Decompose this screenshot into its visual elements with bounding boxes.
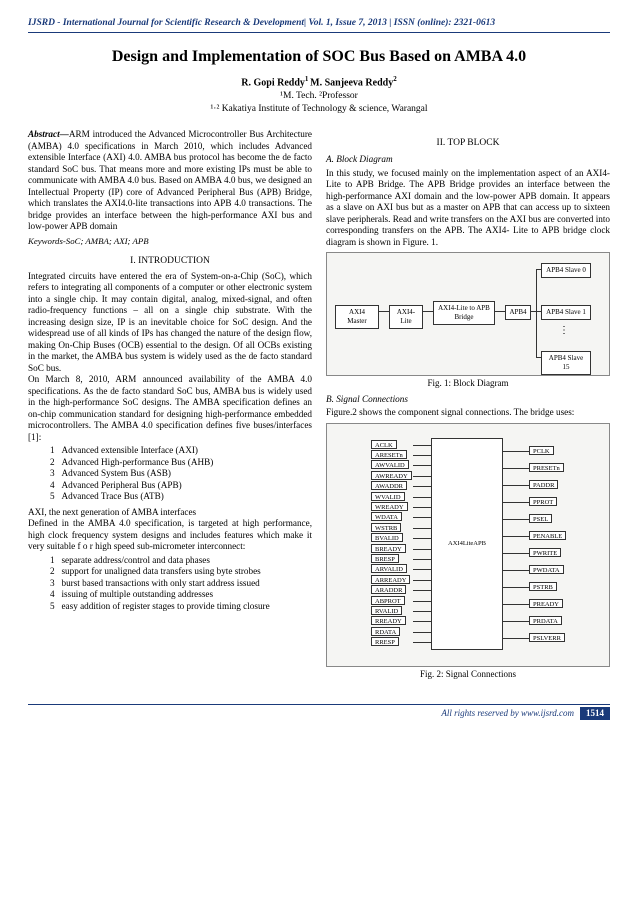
signal-label: PWDATA [529, 565, 564, 574]
fig1-slave1-box: APB4 Slave 1 [541, 305, 591, 320]
signal-label: PADDR [529, 480, 558, 489]
signal-label: PSTRB [529, 582, 557, 591]
figure-1-caption: Fig. 1: Block Diagram [326, 378, 610, 389]
journal-header: IJSRD - International Journal for Scient… [28, 18, 610, 33]
page-number: 1514 [580, 707, 610, 720]
author-1: R. Gopi Reddy [241, 77, 305, 88]
abstract-text: ARM introduced the Advanced Microcontrol… [28, 129, 312, 231]
page-footer: All rights reserved by www.ijsrd.com 151… [28, 704, 610, 720]
p2a: In this study, we focused mainly on the … [326, 168, 610, 249]
signal-label: PPROT [529, 497, 557, 506]
signal-label: RREADY [371, 616, 406, 625]
list-item: 2 support for unaligned data transfers u… [50, 566, 312, 578]
fig1-slave15-box: APB4 Slave 15 [541, 351, 591, 375]
signal-label: AWVALID [371, 460, 409, 469]
signal-label: PRDATA [529, 616, 562, 625]
abstract: Abstract—ARM introduced the Advanced Mic… [28, 129, 312, 233]
list-item: 1 Advanced extensible Interface (AXI) [50, 445, 312, 457]
figure-1: AXI4 Master AXI4-Lite AXI4-Lite to APB B… [326, 252, 610, 376]
signal-label: AWADDR [371, 481, 407, 490]
signal-label: PENABLE [529, 531, 566, 540]
signal-label: WDATA [371, 512, 402, 521]
affiliation-roles: ¹M. Tech. ²Professor [28, 91, 610, 103]
section-1-heading: I. INTRODUCTION [28, 256, 312, 268]
signal-label: RRESP [371, 637, 399, 646]
fig1-axi4lite-box: AXI4-Lite [389, 305, 423, 329]
bus-list: 1 Advanced extensible Interface (AXI) 2 … [50, 445, 312, 503]
signal-label: BRESP [371, 554, 399, 563]
signal-label: RVALID [371, 606, 402, 615]
figure-2-caption: Fig. 2: Signal Connections [326, 669, 610, 680]
authors: R. Gopi Reddy1 M. Sanjeeva Reddy2 [28, 75, 610, 90]
list-item: 5 Advanced Trace Bus (ATB) [50, 491, 312, 503]
affiliation-institute: ¹·² Kakatiya Institute of Technology & s… [28, 104, 610, 116]
ellipsis-icon: ⋮ [559, 325, 569, 338]
signal-label: WREADY [371, 502, 408, 511]
signal-label: PSEL [529, 514, 552, 523]
fig1-apb4-box: APB4 [505, 305, 531, 320]
right-column: II. TOP BLOCK A. Block Diagram In this s… [326, 129, 610, 683]
left-column: Abstract—ARM introduced the Advanced Mic… [28, 129, 312, 683]
fig1-bridge-box: AXI4-Lite to APB Bridge [433, 301, 495, 325]
fig1-slave0-box: APB4 Slave 0 [541, 263, 591, 278]
signal-label: BREADY [371, 544, 406, 553]
feature-list: 1 separate address/control and data phas… [50, 555, 312, 613]
abstract-label: Abstract— [28, 129, 69, 139]
signal-label: ABPROT [371, 596, 405, 605]
signal-label: PREADY [529, 599, 563, 608]
list-item: 4 Advanced Peripheral Bus (APB) [50, 480, 312, 492]
subsection-b: B. Signal Connections [326, 394, 610, 406]
intro-p4: Defined in the AMBA 4.0 specification, i… [28, 518, 312, 553]
fig1-master-box: AXI4 Master [335, 305, 379, 329]
signal-label: PRESETn [529, 463, 564, 472]
signal-label: ARVALID [371, 564, 407, 573]
signal-label: WSTRB [371, 523, 401, 532]
figure-2: AXI4LiteAPB ACLKARESETnAWVALID AWREADYAWA… [326, 423, 610, 667]
fig2-chip: AXI4LiteAPB [431, 438, 503, 650]
signal-label: PCLK [529, 446, 554, 455]
section-2-heading: II. TOP BLOCK [326, 138, 610, 150]
footer-text: All rights reserved by www.ijsrd.com [441, 708, 574, 719]
signal-label: AWREADY [371, 471, 412, 480]
intro-p3: AXI, the next generation of AMBA interfa… [28, 507, 312, 519]
list-item: 5 easy addition of register stages to pr… [50, 601, 312, 613]
subsection-a: A. Block Diagram [326, 154, 610, 166]
p2b: Figure.2 shows the component signal conn… [326, 407, 610, 419]
list-item: 3 burst based transactions with only sta… [50, 578, 312, 590]
signal-label: RDATA [371, 627, 400, 636]
intro-p2: On March 8, 2010, ARM announced availabi… [28, 374, 312, 443]
signal-label: ARADDR [371, 585, 406, 594]
intro-p1: Integrated circuits have entered the era… [28, 271, 312, 375]
signal-label: ARESETn [371, 450, 407, 459]
signal-label: PWRITE [529, 548, 561, 557]
paper-title: Design and Implementation of SOC Bus Bas… [28, 47, 610, 67]
list-item: 3 Advanced System Bus (ASB) [50, 468, 312, 480]
keywords: Keywords-SoC; AMBA; AXI; APB [28, 236, 312, 247]
author-2: M. Sanjeeva Reddy [310, 77, 393, 88]
list-item: 2 Advanced High-performance Bus (AHB) [50, 457, 312, 469]
signal-label: WVALID [371, 492, 405, 501]
list-item: 4 issuing of multiple outstanding addres… [50, 589, 312, 601]
signal-label: ACLK [371, 440, 397, 449]
signal-label: ARREADY [371, 575, 410, 584]
signal-label: BVALID [371, 533, 403, 542]
list-item: 1 separate address/control and data phas… [50, 555, 312, 567]
signal-label: PSLVERR [529, 633, 565, 642]
